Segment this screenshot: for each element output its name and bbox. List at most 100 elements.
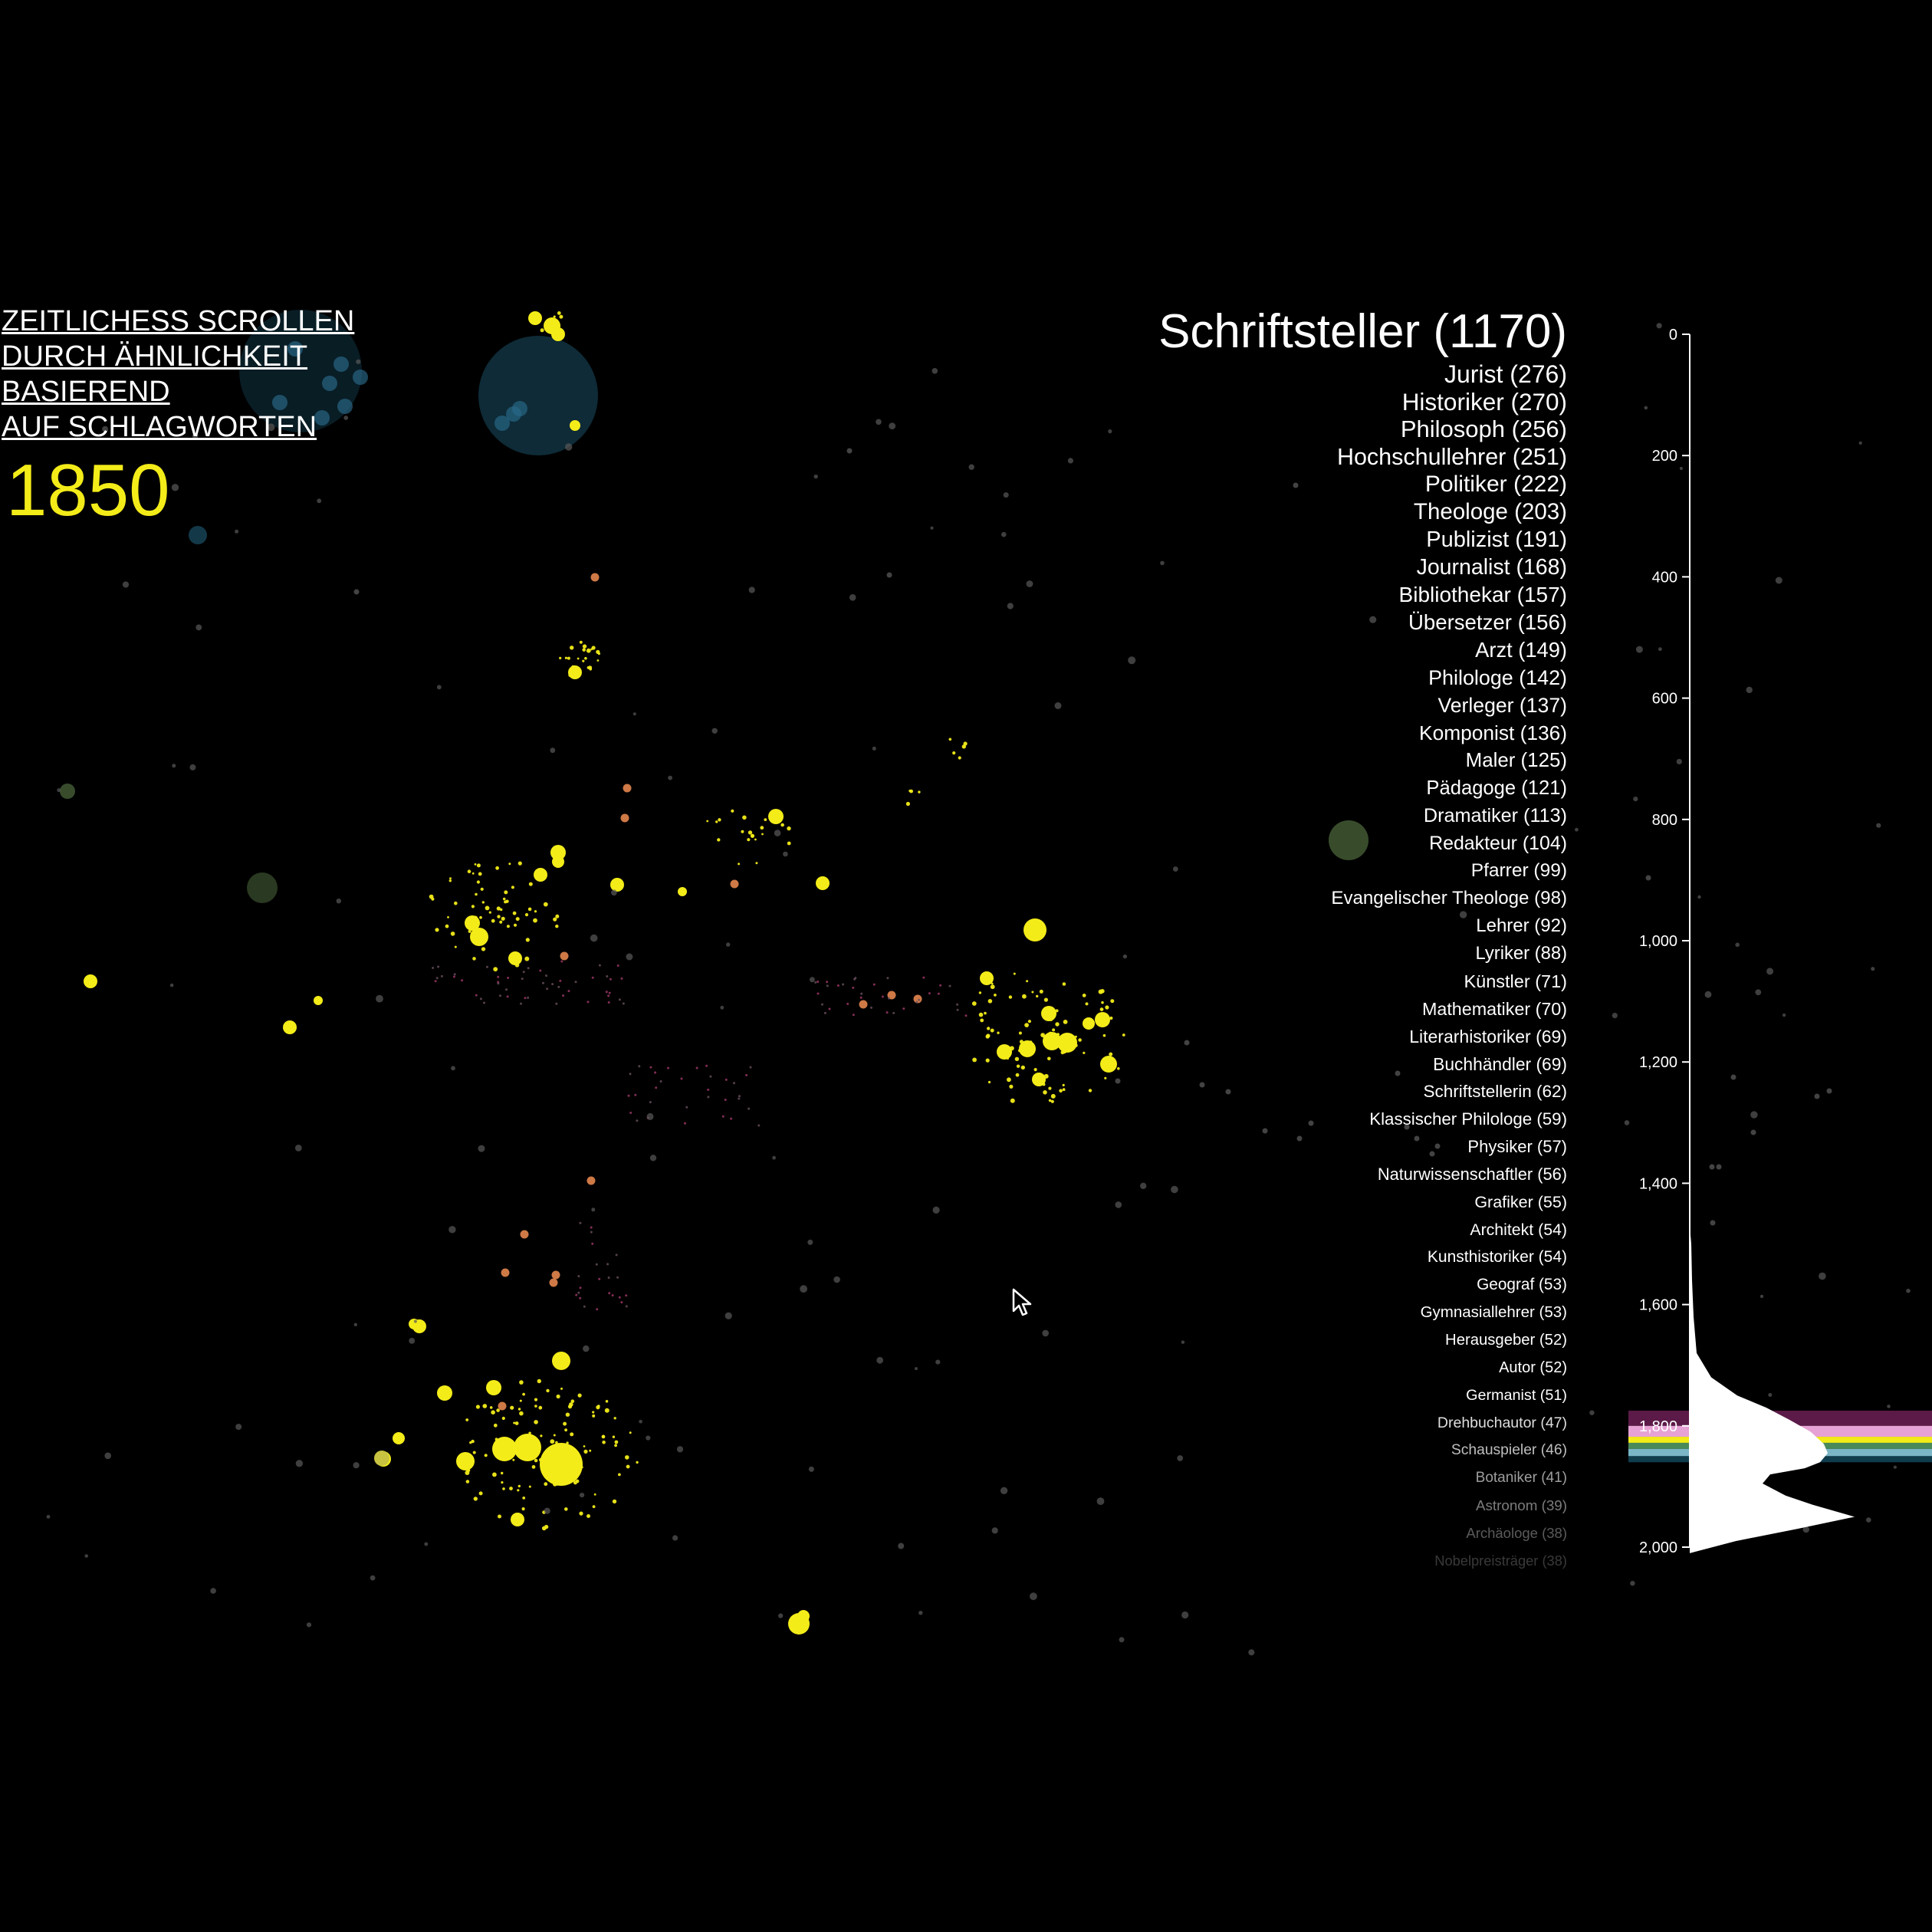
- scatter-point-gray[interactable]: [646, 1435, 651, 1441]
- category-item[interactable]: Redakteur (104): [1429, 833, 1567, 854]
- scatter-point-faint[interactable]: [435, 977, 439, 980]
- scatter-point[interactable]: [500, 908, 503, 912]
- scatter-point-gray[interactable]: [676, 1446, 684, 1453]
- scatter-point-faint[interactable]: [607, 994, 610, 997]
- scatter-point[interactable]: [1026, 980, 1029, 983]
- scatter-point-highlight[interactable]: [540, 1443, 583, 1486]
- scatter-point[interactable]: [629, 1431, 632, 1434]
- scatter-point-highlight[interactable]: [1019, 1040, 1036, 1057]
- category-item[interactable]: Kunsthistoriker (54): [1427, 1248, 1567, 1266]
- scatter-point[interactable]: [435, 928, 439, 932]
- category-item[interactable]: Dramatiker (113): [1423, 805, 1567, 826]
- scatter-point[interactable]: [449, 877, 452, 880]
- scatter-cluster-bubble[interactable]: [247, 872, 278, 903]
- scatter-point[interactable]: [591, 646, 596, 650]
- scatter-point-faint[interactable]: [546, 987, 549, 991]
- scatter-point-gray[interactable]: [1096, 1497, 1105, 1505]
- scatter-point[interactable]: [473, 1497, 478, 1501]
- scatter-point-faint[interactable]: [524, 997, 527, 1000]
- scatter-point-faint[interactable]: [705, 1064, 708, 1067]
- scatter-point-faint[interactable]: [539, 969, 542, 972]
- scatter-point[interactable]: [272, 395, 288, 410]
- scatter-point-gray[interactable]: [189, 764, 196, 770]
- scatter-point-highlight[interactable]: [816, 876, 830, 890]
- scatter-point-gray[interactable]: [672, 1535, 678, 1541]
- scatter-point-faint[interactable]: [821, 1003, 823, 1006]
- scatter-point-gray[interactable]: [833, 1276, 840, 1283]
- scatter-point-highlight[interactable]: [1095, 1012, 1110, 1027]
- scatter-point-faint[interactable]: [649, 1066, 652, 1069]
- scatter-point-orange[interactable]: [730, 879, 739, 889]
- scatter-point-gray[interactable]: [932, 368, 938, 374]
- scatter-point-gray[interactable]: [1296, 1135, 1303, 1142]
- scatter-point-faint[interactable]: [939, 984, 942, 987]
- scatter-point-faint[interactable]: [434, 980, 437, 983]
- scatter-point-highlight[interactable]: [492, 1437, 517, 1461]
- scatter-point[interactable]: [475, 892, 478, 896]
- scatter-point[interactable]: [1062, 1083, 1065, 1086]
- scatter-point-faint[interactable]: [560, 960, 564, 963]
- scatter-point-gray[interactable]: [550, 748, 556, 754]
- scatter-point-highlight[interactable]: [1043, 1032, 1061, 1050]
- scatter-point-faint[interactable]: [956, 1003, 959, 1006]
- category-item[interactable]: Übersetzer (156): [1408, 610, 1567, 634]
- scatter-point-faint[interactable]: [453, 973, 456, 976]
- scatter-point[interactable]: [465, 1418, 469, 1421]
- scatter-point[interactable]: [584, 656, 587, 660]
- scatter-point-gray[interactable]: [724, 1312, 732, 1319]
- scatter-point-faint[interactable]: [816, 981, 820, 983]
- scatter-point-faint[interactable]: [680, 1077, 683, 1080]
- scatter-point-gray[interactable]: [783, 851, 788, 857]
- scatter-point[interactable]: [582, 659, 585, 662]
- scatter-point-faint[interactable]: [707, 1088, 710, 1091]
- category-item[interactable]: Künstler (71): [1464, 971, 1567, 991]
- scatter-point-orange[interactable]: [913, 994, 922, 1004]
- scatter-point-faint[interactable]: [557, 985, 560, 988]
- category-item[interactable]: Arzt (149): [1475, 638, 1567, 662]
- category-item[interactable]: Evangelischer Theologe (98): [1331, 888, 1567, 909]
- scatter-point[interactable]: [1014, 1056, 1020, 1062]
- scatter-point-faint[interactable]: [956, 1008, 959, 1011]
- scatter-point[interactable]: [579, 640, 583, 644]
- scatter-point-faint[interactable]: [721, 1115, 724, 1118]
- scatter-point-gray[interactable]: [1404, 1124, 1410, 1130]
- scatter-point[interactable]: [501, 1416, 505, 1421]
- scatter-point[interactable]: [1063, 1020, 1068, 1024]
- scatter-point[interactable]: [747, 838, 751, 842]
- scatter-point[interactable]: [496, 1408, 500, 1412]
- scatter-point-faint[interactable]: [852, 986, 855, 989]
- scatter-point-gray[interactable]: [1645, 875, 1651, 881]
- scatter-point-faint[interactable]: [892, 1011, 895, 1014]
- scatter-point[interactable]: [1083, 1051, 1086, 1054]
- category-item[interactable]: Theologe (203): [1413, 499, 1567, 524]
- scatter-point-gray[interactable]: [1802, 1526, 1809, 1533]
- scatter-point-orange[interactable]: [590, 573, 600, 582]
- scatter-point-faint[interactable]: [886, 977, 889, 980]
- scatter-point-faint[interactable]: [486, 965, 488, 968]
- scatter-point-highlight[interactable]: [514, 1434, 541, 1461]
- scatter-point-gray[interactable]: [1140, 1182, 1147, 1190]
- scatter-point-gray[interactable]: [102, 426, 109, 432]
- scatter-point[interactable]: [527, 907, 532, 912]
- scatter-point-faint[interactable]: [634, 1093, 637, 1096]
- scatter-point-highlight[interactable]: [314, 996, 323, 1005]
- scatter-point-highlight[interactable]: [568, 665, 582, 679]
- scatter-point-gray[interactable]: [1177, 1455, 1184, 1461]
- scatter-point[interactable]: [990, 984, 995, 990]
- scatter-point-faint[interactable]: [638, 1065, 641, 1068]
- scatter-point[interactable]: [492, 1472, 497, 1477]
- scatter-point-highlight[interactable]: [508, 951, 522, 965]
- scatter-point-gray[interactable]: [646, 1112, 654, 1120]
- scatter-point[interactable]: [555, 925, 559, 928]
- scatter-point[interactable]: [905, 801, 910, 807]
- scatter-point-highlight[interactable]: [84, 974, 97, 988]
- scatter-point[interactable]: [985, 1058, 990, 1063]
- scatter-point-faint[interactable]: [695, 1066, 698, 1070]
- scatter-point-highlight[interactable]: [1100, 1056, 1117, 1073]
- scatter-point-gray[interactable]: [1160, 560, 1165, 566]
- scatter-point[interactable]: [612, 1435, 616, 1438]
- scatter-point-faint[interactable]: [497, 982, 500, 985]
- category-item[interactable]: Literarhistoriker (69): [1409, 1027, 1567, 1046]
- scatter-point[interactable]: [469, 1441, 472, 1444]
- scatter-point-gray[interactable]: [886, 572, 892, 578]
